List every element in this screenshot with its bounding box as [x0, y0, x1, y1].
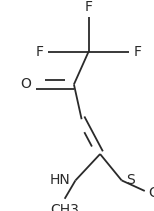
- Text: S: S: [126, 173, 135, 187]
- Text: CH3: CH3: [149, 186, 154, 200]
- Text: F: F: [36, 45, 44, 59]
- Text: HN: HN: [49, 173, 70, 187]
- Text: F: F: [133, 45, 141, 59]
- Text: CH3: CH3: [50, 203, 79, 211]
- Text: O: O: [21, 77, 32, 91]
- Text: F: F: [85, 0, 93, 14]
